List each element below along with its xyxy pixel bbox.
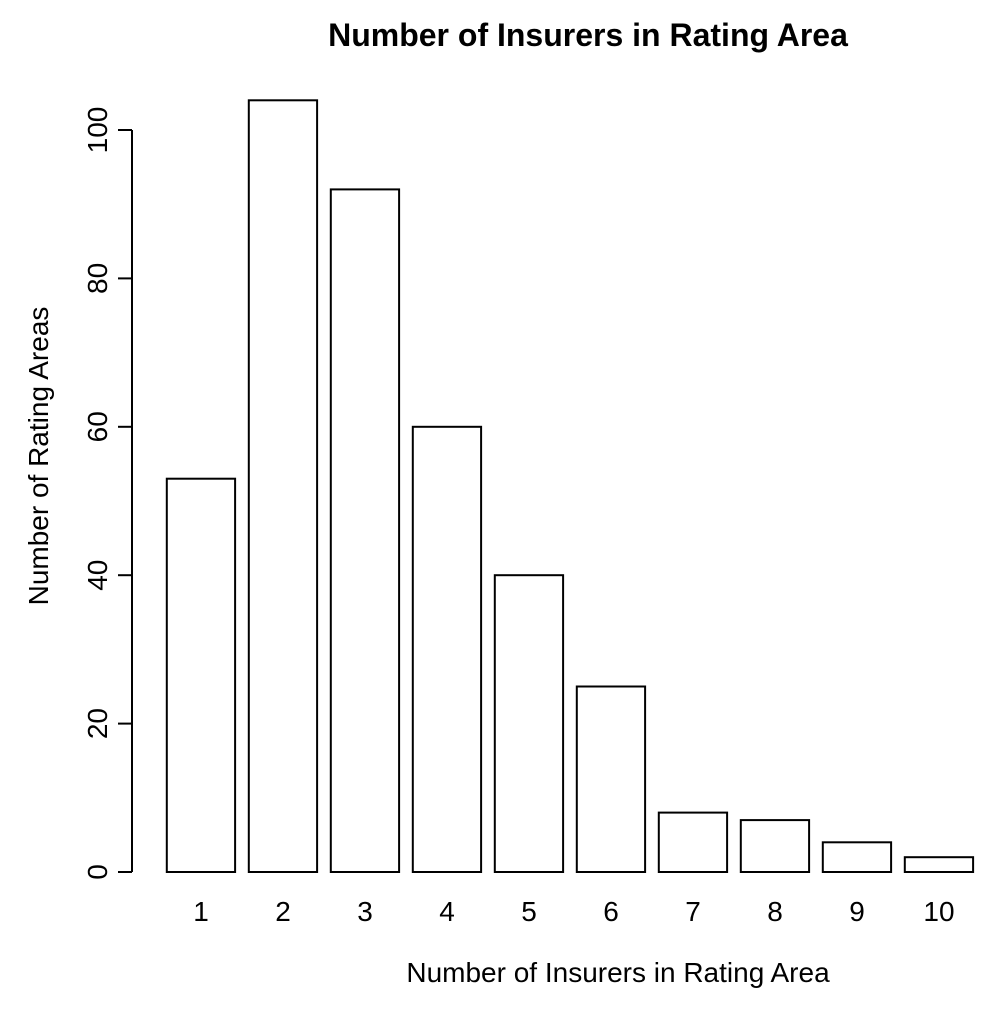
bar-8 bbox=[739, 819, 811, 873]
y-tick-label-60: 60 bbox=[82, 411, 113, 442]
x-tick-label-8: 8 bbox=[767, 896, 783, 927]
x-tick-label-4: 4 bbox=[439, 896, 455, 927]
x-tick-label-3: 3 bbox=[357, 896, 373, 927]
x-tick-label-2: 2 bbox=[275, 896, 291, 927]
y-tick-label-100: 100 bbox=[82, 107, 113, 154]
bar-4 bbox=[411, 425, 483, 873]
y-tick-label-80: 80 bbox=[82, 263, 113, 294]
x-tick-label-7: 7 bbox=[685, 896, 701, 927]
x-tick-labels: 1 2 3 4 5 6 7 8 9 10 bbox=[193, 896, 954, 927]
bars-group bbox=[165, 99, 975, 874]
x-tick-label-10: 10 bbox=[923, 896, 954, 927]
bar-6 bbox=[575, 685, 647, 873]
y-tick-label-40: 40 bbox=[82, 560, 113, 591]
bar-7 bbox=[657, 811, 729, 873]
x-tick-label-1: 1 bbox=[193, 896, 209, 927]
y-axis-label: Number of Rating Areas bbox=[23, 307, 54, 606]
y-axis: 0 20 40 60 80 100 bbox=[82, 107, 133, 880]
bar-1 bbox=[165, 477, 237, 873]
chart-title: Number of Insurers in Rating Area bbox=[328, 17, 848, 53]
x-tick-label-5: 5 bbox=[521, 896, 537, 927]
bar-2 bbox=[247, 99, 319, 874]
x-tick-label-6: 6 bbox=[603, 896, 619, 927]
bar-9 bbox=[821, 841, 893, 873]
y-tick-label-20: 20 bbox=[82, 708, 113, 739]
bar-3 bbox=[329, 188, 401, 873]
x-axis-label: Number of Insurers in Rating Area bbox=[406, 957, 830, 988]
bar-5 bbox=[493, 574, 565, 873]
x-tick-label-9: 9 bbox=[849, 896, 865, 927]
bar-10 bbox=[903, 856, 975, 874]
y-tick-label-0: 0 bbox=[82, 864, 113, 880]
